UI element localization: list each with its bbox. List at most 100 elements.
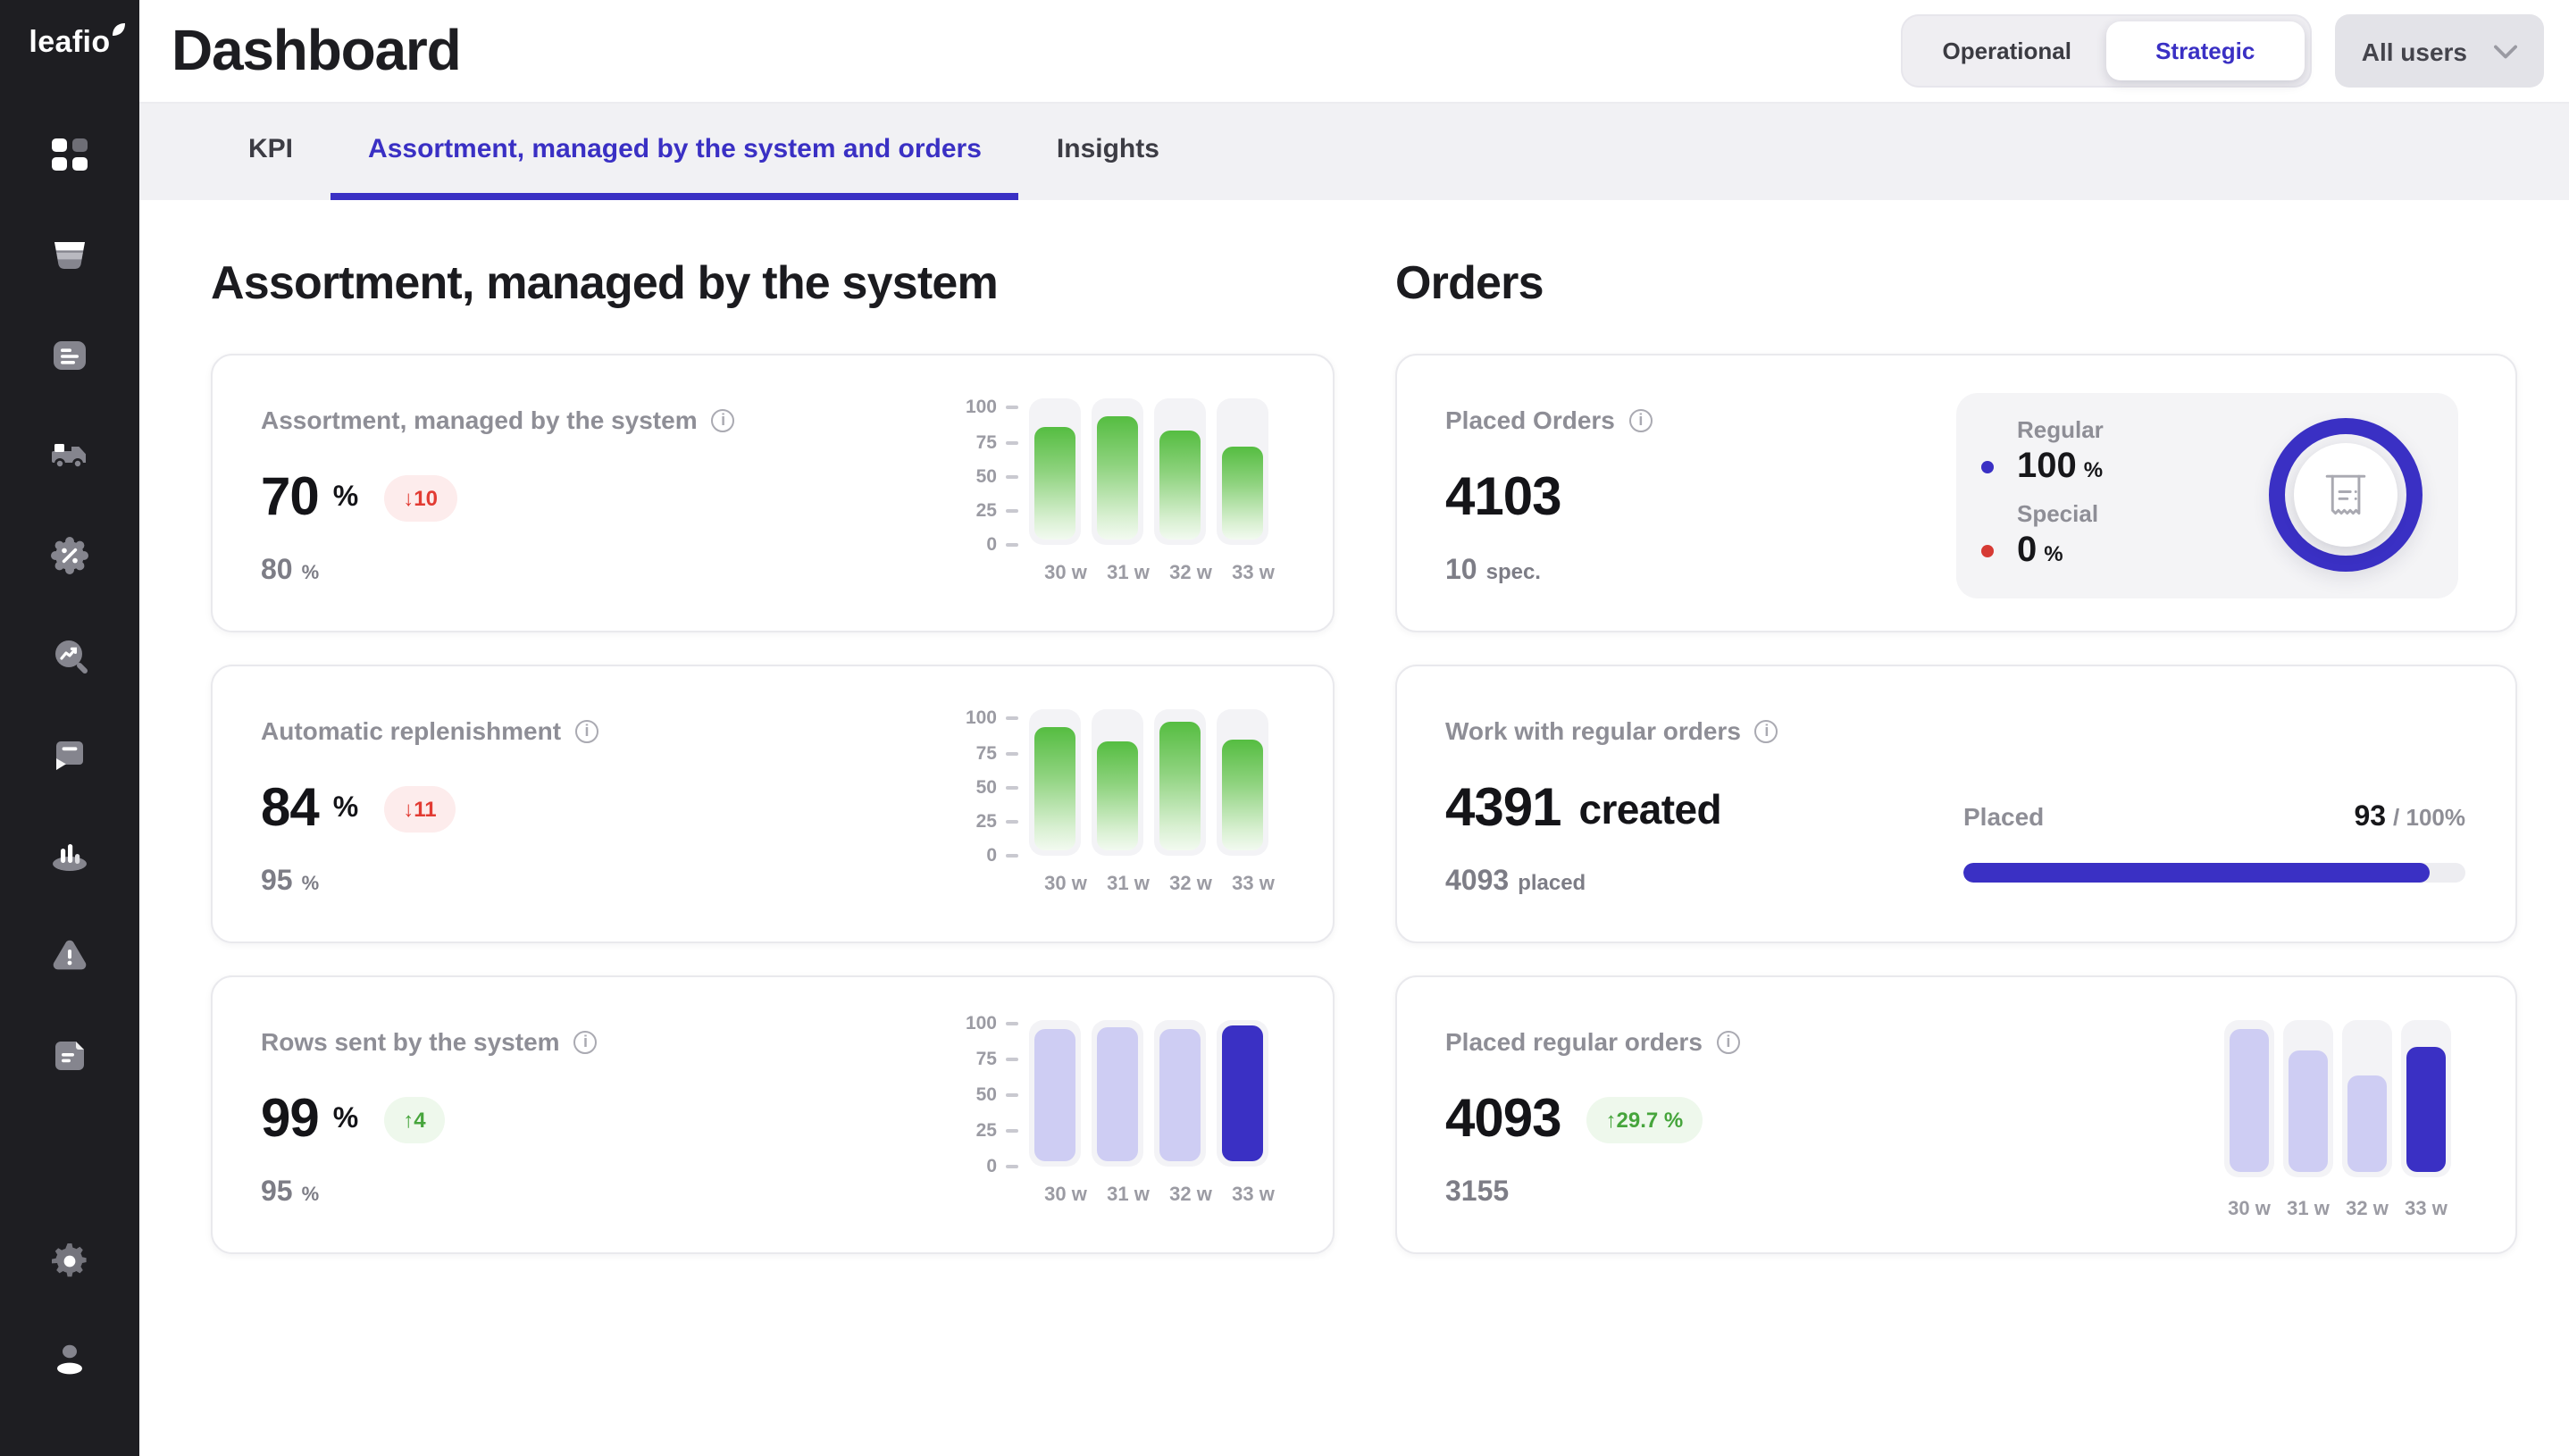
card-title: Placed Orders — [1445, 406, 1653, 434]
receipt-icon — [2294, 443, 2397, 547]
info-icon[interactable] — [573, 1030, 598, 1053]
donut-legend: Regular 100% Special 0% — [1981, 416, 2104, 572]
card-title: Assortment, managed by the system — [261, 406, 735, 434]
delta-badge: ↑29.7 % — [1586, 1097, 1703, 1143]
target-unit: % — [301, 874, 320, 895]
user-filter-value: All users — [2361, 37, 2467, 65]
card-title-text: Automatic replenishment — [261, 716, 562, 745]
card-title: Work with regular orders — [1445, 716, 1778, 745]
placed-progress: Placed 93/ 100% — [1963, 802, 2465, 883]
nav-saved-labels-icon[interactable] — [48, 734, 91, 777]
legend-label: Regular — [2017, 416, 2104, 443]
placed-orders-card: Placed Orders 4103 10 spec. Regular — [1395, 354, 2517, 632]
card-title-text: Placed Orders — [1445, 406, 1615, 434]
tab-kpi[interactable]: KPI — [248, 133, 294, 163]
app-logo[interactable]: leafio — [29, 23, 125, 64]
progress-bar-fill — [1963, 863, 2431, 883]
metric-value: 4093 — [1445, 1090, 1561, 1149]
legend-value: 100% — [2017, 447, 2104, 486]
nav-delivery-truck-icon[interactable] — [48, 434, 91, 477]
delta-badge: ↓11 — [383, 786, 456, 833]
toggle-operational-button[interactable]: Operational — [1908, 21, 2106, 80]
placed-unit: placed — [1518, 870, 1586, 895]
target-value: 80 % — [261, 556, 319, 588]
target-value: 95 % — [261, 866, 319, 899]
info-icon[interactable] — [1716, 1030, 1740, 1053]
sidebar-bottom — [48, 1240, 91, 1381]
user-profile-icon[interactable] — [48, 1338, 91, 1381]
metric: 99 % ↑4 — [261, 1084, 446, 1156]
info-icon[interactable] — [575, 719, 599, 742]
target-number: 95 — [261, 1177, 293, 1208]
metric-suffix: created — [1578, 785, 1722, 832]
card-title: Automatic replenishment — [261, 716, 599, 745]
rows-sent-weekly-chart: 100 75 50 25 0 30 w 31 w 32 w 33 w — [965, 1013, 1275, 1206]
metric-value: 70 — [261, 468, 320, 527]
info-icon[interactable] — [711, 408, 735, 431]
nav-documents-icon[interactable] — [48, 334, 91, 377]
assortment-column: Assortment, managed by the system Assort… — [211, 200, 1335, 1254]
nav-promotions-percent-icon[interactable] — [48, 534, 91, 577]
legend-label: Special — [2017, 500, 2099, 527]
nav-dashboard-icon[interactable] — [48, 134, 91, 177]
target-number: 80 — [261, 556, 293, 586]
metric-unit: % — [332, 1104, 359, 1134]
sidebar-nav — [48, 134, 91, 1077]
orders-section-title: Orders — [1395, 255, 1544, 309]
progress-numbers: 93/ 100% — [2354, 802, 2465, 833]
nav-store-icon[interactable] — [48, 234, 91, 277]
metric-value: 99 — [261, 1090, 320, 1149]
assortment-weekly-chart: 100 75 50 25 0 30 w 31 w 32 w 33 w — [965, 397, 1275, 584]
info-icon[interactable] — [1754, 719, 1778, 742]
info-icon[interactable] — [1628, 408, 1653, 431]
nav-alerts-warning-icon[interactable] — [48, 934, 91, 977]
page-title: Dashboard — [172, 18, 462, 82]
header-controls: Operational Strategic All users — [1900, 14, 2544, 88]
main-content: Assortment, managed by the system Assort… — [139, 200, 2569, 1456]
tab-bar: KPI Assortment, managed by the system an… — [139, 102, 2569, 200]
card-title: Rows sent by the system — [261, 1027, 598, 1056]
target-number: 95 — [261, 866, 293, 897]
metric: 4391 created — [1445, 774, 1722, 845]
work-regular-orders-card: Work with regular orders 4391 created 40… — [1395, 665, 2517, 943]
previous-value: 3155 — [1445, 1177, 1509, 1209]
orders-split-panel: Regular 100% Special 0% — [1956, 393, 2458, 598]
app-logo-text: leafio — [29, 25, 111, 59]
regular-dot-icon — [1981, 461, 1994, 473]
nav-reports-file-icon[interactable] — [48, 1034, 91, 1077]
placed-regular-weekly-chart: 30 w 31 w 32 w 33 w — [2224, 1020, 2451, 1220]
assortment-section-title: Assortment, managed by the system — [211, 255, 999, 309]
legend-regular: Regular 100% — [1981, 416, 2104, 488]
chevron-down-icon — [2494, 44, 2517, 58]
toggle-strategic-button[interactable]: Strategic — [2105, 21, 2305, 80]
tab-insights[interactable]: Insights — [1056, 133, 1159, 163]
metric: 4103 — [1445, 463, 1561, 534]
nav-levels-chart-icon[interactable] — [48, 834, 91, 877]
placed-regular-orders-card: Placed regular orders 4093 ↑29.7 % 3155 … — [1395, 975, 2517, 1254]
legend-value: 0% — [2017, 531, 2063, 570]
replenishment-weekly-chart: 100 75 50 25 0 30 w 31 w 32 w 33 w — [965, 707, 1275, 895]
spec-unit: spec. — [1485, 559, 1541, 584]
placed-count: 4093 placed — [1445, 866, 1586, 899]
spec-number: 10 — [1445, 556, 1477, 586]
card-title-text: Assortment, managed by the system — [261, 406, 698, 434]
metric-unit: % — [332, 793, 359, 824]
orders-column: Orders Placed Orders 4103 10 spec. — [1395, 200, 2517, 1254]
sidebar: leafio — [0, 0, 139, 1456]
special-dot-icon — [1981, 545, 1994, 557]
metric-value: 4103 — [1445, 468, 1561, 527]
nav-analytics-search-icon[interactable] — [48, 634, 91, 677]
delta-badge: ↓10 — [383, 475, 457, 522]
settings-gear-icon[interactable] — [48, 1240, 91, 1283]
card-title-text: Rows sent by the system — [261, 1027, 560, 1056]
previous-number: 3155 — [1445, 1177, 1510, 1208]
tab-assortment-orders[interactable]: Assortment, managed by the system and or… — [331, 104, 1019, 200]
metric: 70 % ↓10 — [261, 463, 457, 534]
leaf-icon — [112, 23, 125, 36]
metric-value: 4391 — [1445, 779, 1561, 838]
metric: 84 % ↓11 — [261, 774, 456, 845]
target-unit: % — [301, 563, 320, 584]
orders-donut-chart — [2269, 418, 2423, 572]
placed-number: 4093 — [1445, 866, 1510, 897]
user-filter-dropdown[interactable]: All users — [2334, 14, 2544, 88]
